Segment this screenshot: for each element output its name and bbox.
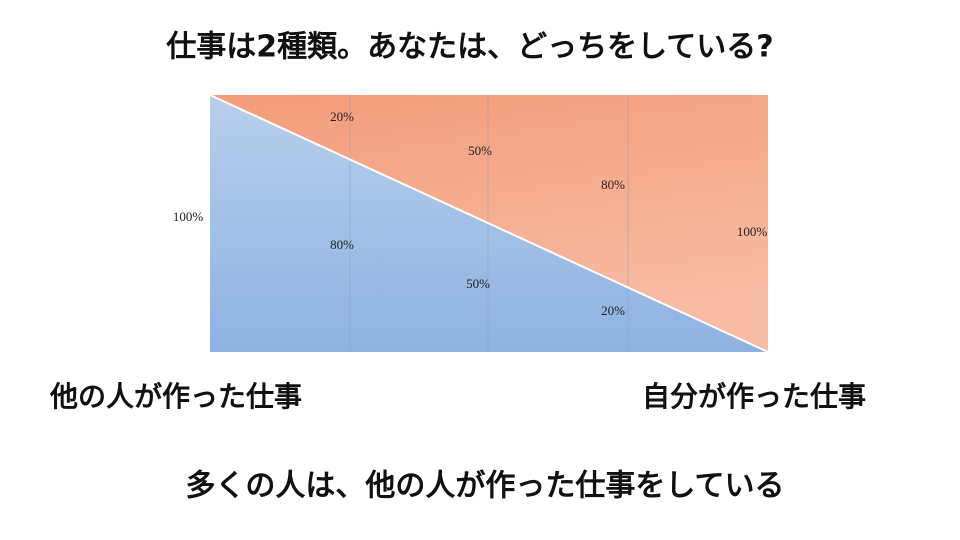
own-share: 80% — [601, 177, 625, 192]
left-total: 100% — [173, 209, 204, 224]
diagram: 100% 100% 20% 50% 80% 80% 50% 20% — [173, 94, 769, 353]
left-label: 他の人が作った仕事 — [49, 380, 302, 413]
others-share: 50% — [466, 276, 490, 291]
others-share: 80% — [330, 237, 354, 252]
own-share: 50% — [468, 143, 492, 158]
own-share: 20% — [330, 109, 354, 124]
conclusion: 多くの人は、他の人が作った仕事をしている — [185, 469, 784, 504]
title: 仕事は2種類。あなたは、どっちをしている? — [165, 30, 773, 65]
others-share: 20% — [601, 303, 625, 318]
right-label: 自分が作った仕事 — [642, 380, 866, 413]
right-total: 100% — [737, 224, 768, 239]
diagonal — [209, 94, 769, 353]
